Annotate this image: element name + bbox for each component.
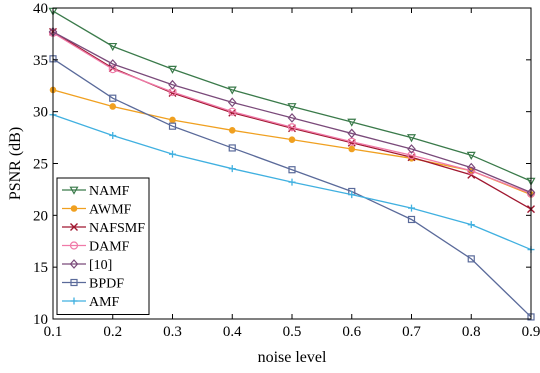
data-point — [467, 255, 475, 263]
data-point — [108, 42, 118, 52]
data-point — [227, 86, 237, 95]
data-point — [227, 97, 237, 108]
series-6 — [49, 111, 535, 254]
series-line — [52, 31, 532, 194]
x-tick-label: 0.4 — [223, 324, 242, 340]
data-point — [288, 178, 296, 186]
legend-label: NAFSMF — [89, 221, 145, 236]
data-point — [109, 132, 117, 140]
legend-label: AMF — [89, 295, 120, 310]
data-point — [287, 123, 297, 132]
y-tick-label: 10 — [33, 312, 48, 328]
y-tick-label: 35 — [33, 53, 48, 69]
legend-item: NAMF — [62, 184, 130, 199]
legend-item: AWMF — [62, 203, 132, 218]
data-point — [169, 116, 176, 124]
axis-ticks: 0.1 0.2 0.3 0.4 0.5 0.6 0.7 0.8 0.9 10 15 20 25 30 35 4… — [33, 1, 540, 340]
series-line — [52, 58, 532, 318]
data-point — [347, 128, 357, 139]
data-point — [407, 151, 416, 160]
data-point — [288, 136, 296, 143]
y-tick-label: 30 — [33, 105, 48, 121]
data-point — [168, 122, 177, 130]
legend-item: NAFSMF — [62, 221, 145, 236]
legend-box — [56, 177, 150, 315]
legend-swatch-marker — [70, 278, 78, 287]
legend-swatch-marker — [70, 205, 78, 212]
data-point — [467, 170, 476, 179]
series-4 — [48, 26, 536, 198]
data-point — [467, 221, 475, 229]
x-tick-label: 0.6 — [342, 324, 361, 340]
y-tick-label: 25 — [33, 157, 48, 173]
data-point — [228, 165, 236, 173]
data-point — [407, 215, 416, 224]
legend-label: [10] — [89, 258, 112, 273]
y-tick-label: 40 — [33, 1, 48, 17]
legend-label: DAMF — [89, 240, 130, 255]
x-tick-label: 0.9 — [522, 324, 540, 340]
data-point — [228, 107, 237, 116]
x-tick-label: 0.2 — [103, 324, 122, 340]
data-point — [287, 103, 297, 112]
y-axis-label: PSNR (dB) — [7, 127, 24, 200]
x-axis-label: noise level — [258, 349, 327, 366]
legend-swatch-marker — [69, 186, 79, 195]
data-point — [109, 103, 117, 110]
legend-item: [10] — [62, 258, 112, 273]
x-tick-label: 0.5 — [283, 324, 302, 340]
data-point — [108, 65, 117, 74]
legend-swatch-marker — [70, 223, 78, 231]
data-point — [228, 144, 236, 152]
data-point — [348, 145, 356, 153]
data-point — [406, 134, 417, 143]
y-tick-label: 20 — [33, 208, 48, 224]
data-point — [348, 191, 356, 199]
x-tick-label: 0.8 — [462, 324, 481, 340]
x-tick-label: 0.7 — [402, 324, 421, 340]
series-line — [52, 32, 532, 195]
series-0 — [48, 7, 536, 186]
data-point — [466, 162, 476, 173]
legend-item: DAMF — [62, 240, 130, 255]
series-line — [52, 10, 532, 182]
data-point — [466, 151, 476, 160]
legend-swatch-marker — [70, 297, 78, 305]
legend-label: BPDF — [89, 277, 124, 292]
data-point — [169, 150, 176, 158]
legend-swatch-marker — [69, 241, 79, 250]
data-point — [168, 79, 177, 90]
data-point — [347, 118, 357, 127]
legend-item: BPDF — [62, 277, 124, 292]
data-point — [167, 65, 178, 74]
x-tick-label: 0.1 — [44, 324, 63, 340]
legend-label: NAMF — [89, 184, 130, 199]
data-point — [228, 127, 236, 134]
data-point — [108, 59, 118, 69]
y-tick-label: 15 — [33, 260, 48, 276]
legend-label: AWMF — [89, 203, 132, 218]
data-point — [109, 94, 117, 102]
data-point — [407, 144, 416, 154]
data-point — [287, 112, 297, 123]
x-tick-label: 0.3 — [163, 324, 182, 340]
legend: NAMF AWMF NAFSMF DAMF [10] BPDF AMF — [56, 177, 150, 315]
data-point — [288, 166, 296, 174]
plot-marks — [48, 7, 536, 321]
data-point — [408, 204, 415, 212]
legend-swatch-marker — [69, 259, 79, 269]
legend-item: AMF — [62, 295, 120, 310]
